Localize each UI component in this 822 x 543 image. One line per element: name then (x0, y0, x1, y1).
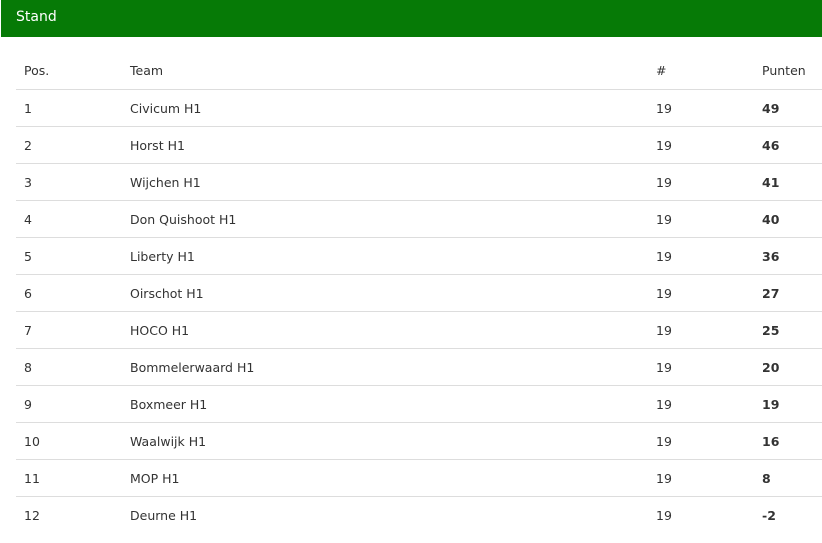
team-name: Horst H1 (130, 126, 656, 164)
points: -2 (762, 507, 776, 523)
table-row: 6 Oirschot H1 19 27 (16, 274, 822, 312)
played: 19 (656, 459, 762, 497)
table-row: 7 HOCO H1 19 25 (16, 311, 822, 349)
position: 5 (16, 237, 130, 275)
position: 8 (16, 348, 130, 386)
points: 8 (762, 459, 822, 497)
points: 16 (762, 422, 822, 460)
column-header-pos: Pos. (16, 52, 130, 90)
position: 7 (16, 311, 130, 349)
played: 19 (656, 348, 762, 386)
column-header-points: Punten (762, 52, 822, 90)
played: 19 (656, 507, 672, 523)
position: 10 (16, 422, 130, 460)
table-header-row: Pos. Team # Punten (16, 52, 822, 90)
played: 19 (656, 126, 762, 164)
table-row: 9 Boxmeer H1 19 19 (16, 385, 822, 423)
panel-header: Stand (1, 0, 822, 37)
table-row: 12 Deurne H1 19 -2 (16, 497, 822, 534)
team-name: Don Quishoot H1 (130, 200, 656, 238)
points: 41 (762, 163, 822, 201)
played: 19 (656, 385, 762, 423)
position: 11 (16, 459, 130, 497)
points: 20 (762, 348, 822, 386)
table-row: 10 Waalwijk H1 19 16 (16, 422, 822, 460)
position: 3 (16, 163, 130, 201)
table-row: 11 MOP H1 19 8 (16, 459, 822, 497)
team-name: Boxmeer H1 (130, 385, 656, 423)
points: 19 (762, 385, 822, 423)
team-name: Oirschot H1 (130, 274, 656, 312)
played: 19 (656, 274, 762, 312)
standings-table: Pos. Team # Punten 1 Civicum H1 19 49 2 Horst… (16, 52, 822, 533)
points: 27 (762, 274, 822, 312)
table-row: 4 Don Quishoot H1 19 40 (16, 200, 822, 238)
position: 9 (16, 385, 130, 423)
points: 40 (762, 200, 822, 238)
table-row: 8 Bommelerwaard H1 19 20 (16, 348, 822, 386)
table-row: 2 Horst H1 19 46 (16, 126, 822, 164)
panel-title: Stand (16, 9, 57, 25)
position: 4 (16, 200, 130, 238)
team-name: Waalwijk H1 (130, 422, 656, 460)
points: 36 (762, 237, 822, 275)
team-name: Deurne H1 (130, 507, 198, 523)
played: 19 (656, 89, 762, 127)
team-name: Civicum H1 (130, 89, 656, 127)
points: 25 (762, 311, 822, 349)
team-name: HOCO H1 (130, 311, 656, 349)
position: 12 (24, 507, 40, 523)
points: 49 (762, 89, 822, 127)
played: 19 (656, 311, 762, 349)
points: 46 (762, 126, 822, 164)
table-row: 5 Liberty H1 19 36 (16, 237, 822, 275)
played: 19 (656, 237, 762, 275)
team-name: Liberty H1 (130, 237, 656, 275)
team-name: MOP H1 (130, 459, 656, 497)
position: 1 (16, 89, 130, 127)
position: 2 (16, 126, 130, 164)
position: 6 (16, 274, 130, 312)
played: 19 (656, 200, 762, 238)
column-header-team: Team (130, 52, 656, 90)
played: 19 (656, 163, 762, 201)
team-name: Bommelerwaard H1 (130, 348, 656, 386)
table-row: 3 Wijchen H1 19 41 (16, 163, 822, 201)
table-row: 1 Civicum H1 19 49 (16, 89, 822, 127)
played: 19 (656, 422, 762, 460)
column-header-played: # (656, 52, 762, 90)
team-name: Wijchen H1 (130, 163, 656, 201)
